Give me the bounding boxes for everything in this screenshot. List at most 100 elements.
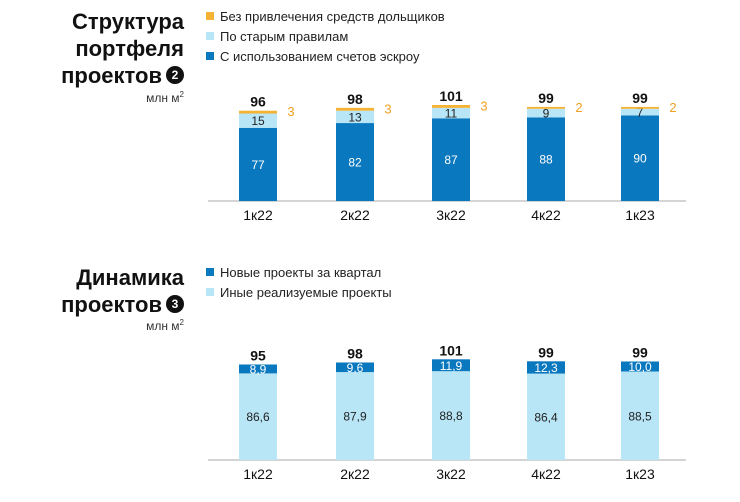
- chart1-title-line: Структура: [72, 9, 184, 34]
- chart1-bar-segment: [527, 106, 565, 109]
- chart2-total-label: 99: [538, 344, 554, 360]
- chart1-legend-item: По старым правилам: [206, 27, 445, 47]
- chart1-x-tick-label: 1к22: [243, 207, 273, 223]
- chart2-bar-segment: [239, 373, 277, 460]
- chart1-bar-segment: [239, 113, 277, 128]
- chart1-data-label: 13: [348, 110, 362, 124]
- chart1-data-label: 11: [445, 107, 458, 121]
- chart2-total-label: 99: [632, 345, 648, 361]
- chart1-total-label: 99: [632, 90, 648, 106]
- chart1-bar-segment: [621, 106, 659, 109]
- chart1-bar-segment: [432, 118, 470, 201]
- chart2-bar-segment: [432, 359, 470, 372]
- chart1-bar-segment: [336, 110, 374, 124]
- chart1-bar-segment: [527, 108, 565, 118]
- chart2-legend: Новые проекты за квартал Иные реализуемые…: [206, 263, 392, 303]
- chart1-legend-swatch: [206, 52, 214, 60]
- chart2-legend-item: Иные реализуемые проекты: [206, 283, 392, 303]
- chart1-data-label: 88: [539, 153, 553, 167]
- chart1-bar-segment: [621, 115, 659, 201]
- chart2-title-line: Динамика: [76, 265, 184, 290]
- chart2-x-tick-label: 1к23: [625, 466, 655, 482]
- chart2-bar-segment: [621, 361, 659, 372]
- chart2-data-label: 88,8: [439, 409, 463, 423]
- chart2-data-label: 88,5: [628, 409, 652, 423]
- chart2-total-label: 95: [250, 348, 266, 364]
- chart2-bar-segment: [527, 373, 565, 460]
- chart1-data-label: 3: [480, 98, 487, 113]
- chart2-bar-segment: [336, 372, 374, 460]
- chart1-unit-sup: 2: [179, 90, 184, 99]
- chart2-title-line: проектов 3: [4, 291, 184, 318]
- chart2-title: Динамика проектов 3: [4, 264, 184, 318]
- chart1-total-label: 101: [439, 88, 463, 104]
- chart1-title-line: проектов 2: [4, 62, 184, 89]
- chart1-unit: млн м2: [146, 90, 184, 105]
- chart1-legend-item: С использованием счетов эскроу: [206, 47, 445, 67]
- chart2-unit-sup: 2: [179, 318, 184, 327]
- chart2-data-label: 11,9: [440, 359, 463, 373]
- chart1-total-label: 99: [538, 90, 554, 106]
- chart1-badge: 2: [166, 66, 184, 85]
- chart1-x-tick-label: 4к22: [531, 207, 561, 223]
- chart1-data-label: 2: [669, 100, 676, 115]
- chart1-legend-item: Без привлечения средств дольщиков: [206, 7, 445, 27]
- chart2-data-label: 86,6: [246, 410, 270, 424]
- chart1-bar-segment: [336, 107, 374, 111]
- chart2-legend-label: Новые проекты за квартал: [220, 265, 382, 280]
- chart1-data-label: 77: [251, 158, 265, 172]
- chart2-data-label: 86,4: [534, 410, 558, 424]
- chart1-bar-segment: [239, 110, 277, 114]
- chart1-x-tick-label: 3к22: [436, 207, 466, 223]
- chart1-legend-swatch: [206, 32, 214, 40]
- chart2-data-label: 12,3: [534, 361, 558, 375]
- chart1-legend-label: Без привлечения средств дольщиков: [220, 9, 445, 24]
- chart1-total-label: 98: [347, 91, 363, 107]
- chart2-total-label: 101: [439, 342, 463, 358]
- chart1-legend-swatch: [206, 12, 214, 20]
- chart2-total-label: 98: [347, 346, 363, 362]
- chart2-data-label: 10,0: [628, 360, 652, 374]
- chart1-svg: 77 15 3 96 1к22 82 13 3 98 2к22 87 11 3 101 3к22 88 9 2 99…: [208, 88, 686, 223]
- chart2-data-label: 9,6: [347, 361, 364, 375]
- chart2-data-label: 87,9: [343, 410, 367, 424]
- chart2-unit-text: млн м: [146, 319, 180, 333]
- chart1-data-label: 9: [543, 107, 550, 121]
- chart1-legend: Без привлечения средств дольщиков По стар…: [206, 7, 445, 67]
- chart2-bar-segment: [239, 364, 277, 374]
- chart1-x-tick-label: 2к22: [340, 207, 370, 223]
- chart1-total-label: 96: [250, 94, 266, 110]
- chart2-bar-segment: [336, 362, 374, 373]
- chart1-data-label: 3: [287, 104, 294, 119]
- chart1-title-line: портфеля: [75, 36, 184, 61]
- chart2-bar-segment: [527, 361, 565, 374]
- chart1-title-line-text: проектов: [61, 63, 162, 88]
- chart1-x-tick-label: 1к23: [625, 207, 655, 223]
- chart2-bar-segment: [621, 371, 659, 460]
- chart1-bar-segment: [239, 127, 277, 201]
- chart1-data-label: 15: [251, 114, 265, 128]
- chart2-bar-segment: [432, 371, 470, 460]
- chart2-legend-swatch: [206, 268, 214, 276]
- chart2-legend-swatch: [206, 288, 214, 296]
- chart1-bar-segment: [336, 123, 374, 201]
- chart1-data-label: 90: [633, 152, 647, 166]
- chart2-title-line-text: проектов: [61, 292, 162, 317]
- chart2-legend-label: Иные реализуемые проекты: [220, 285, 392, 300]
- chart2-legend-item: Новые проекты за квартал: [206, 263, 392, 283]
- chart1-bar-segment: [432, 105, 470, 108]
- chart2-x-tick-label: 3к22: [436, 466, 466, 482]
- chart1-legend-label: По старым правилам: [220, 29, 349, 44]
- chart1-data-label: 2: [575, 100, 582, 115]
- chart1-bar-segment: [432, 107, 470, 119]
- chart1-unit-text: млн м: [146, 91, 180, 105]
- chart1-bar-segment: [621, 108, 659, 116]
- chart2-x-tick-label: 4к22: [531, 466, 561, 482]
- chart2-unit: млн м2: [146, 318, 184, 333]
- chart2-x-tick-label: 1к22: [243, 466, 273, 482]
- chart1-data-label: 7: [637, 106, 644, 120]
- chart2-data-label: 8,9: [250, 362, 267, 376]
- chart1-data-label: 3: [384, 101, 391, 116]
- chart1-legend-label: С использованием счетов эскроу: [220, 49, 420, 64]
- chart1-data-label: 82: [348, 156, 362, 170]
